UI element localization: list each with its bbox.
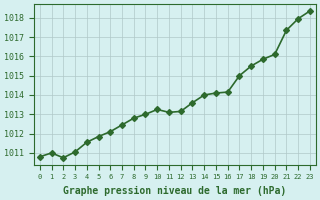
X-axis label: Graphe pression niveau de la mer (hPa): Graphe pression niveau de la mer (hPa) (63, 186, 286, 196)
